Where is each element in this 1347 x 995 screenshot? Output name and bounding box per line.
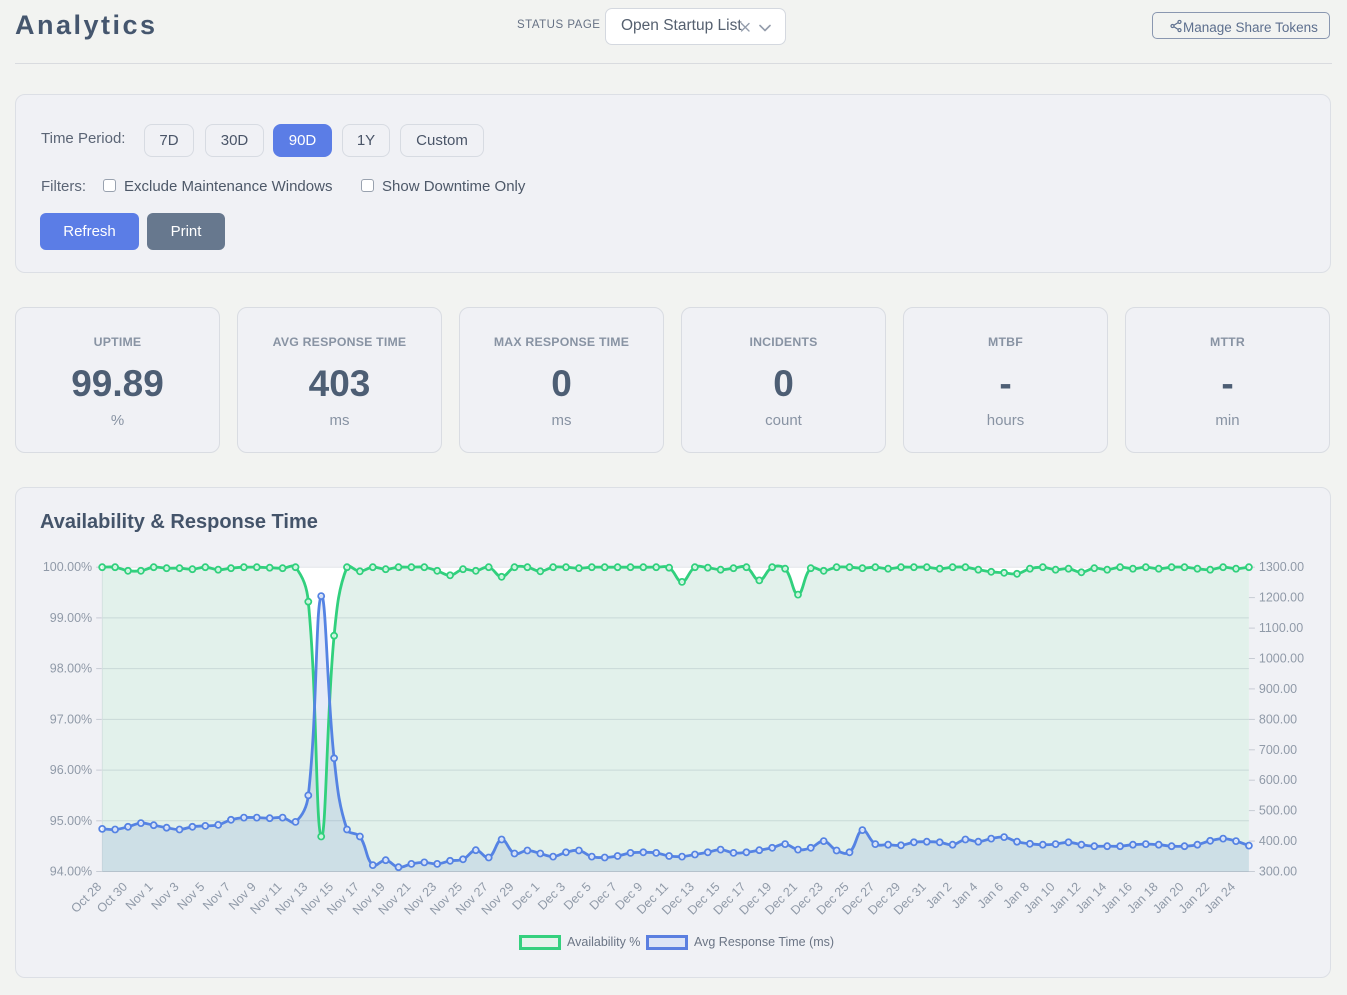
svg-text:1100.00: 1100.00 xyxy=(1259,621,1303,635)
svg-text:900.00: 900.00 xyxy=(1259,682,1297,696)
svg-text:Jan 4: Jan 4 xyxy=(949,880,981,912)
svg-text:600.00: 600.00 xyxy=(1259,773,1297,787)
svg-text:1000.00: 1000.00 xyxy=(1259,652,1304,666)
svg-text:300.00: 300.00 xyxy=(1259,865,1297,879)
svg-text:Nov 7: Nov 7 xyxy=(200,880,233,913)
svg-text:100.00%: 100.00% xyxy=(43,560,92,574)
svg-text:400.00: 400.00 xyxy=(1259,834,1297,848)
svg-text:1300.00: 1300.00 xyxy=(1259,560,1304,574)
svg-text:500.00: 500.00 xyxy=(1259,804,1297,818)
svg-text:1200.00: 1200.00 xyxy=(1259,591,1304,605)
svg-text:Dec 3: Dec 3 xyxy=(535,880,568,913)
svg-text:Nov 3: Nov 3 xyxy=(149,880,182,913)
svg-text:Jan 6: Jan 6 xyxy=(975,880,1007,912)
svg-text:Dec 5: Dec 5 xyxy=(561,880,594,913)
svg-text:Dec 1: Dec 1 xyxy=(509,880,542,913)
svg-text:97.00%: 97.00% xyxy=(50,712,92,726)
svg-text:Nov 1: Nov 1 xyxy=(123,880,156,913)
svg-text:Jan 2: Jan 2 xyxy=(923,880,955,912)
svg-text:Dec 7: Dec 7 xyxy=(587,880,620,913)
svg-text:95.00%: 95.00% xyxy=(50,814,92,828)
svg-text:Nov 5: Nov 5 xyxy=(174,880,207,913)
svg-text:96.00%: 96.00% xyxy=(50,763,92,777)
svg-text:700.00: 700.00 xyxy=(1259,743,1297,757)
svg-text:99.00%: 99.00% xyxy=(50,611,92,625)
svg-text:800.00: 800.00 xyxy=(1259,712,1297,726)
svg-text:94.00%: 94.00% xyxy=(50,865,92,879)
svg-text:98.00%: 98.00% xyxy=(50,662,92,676)
